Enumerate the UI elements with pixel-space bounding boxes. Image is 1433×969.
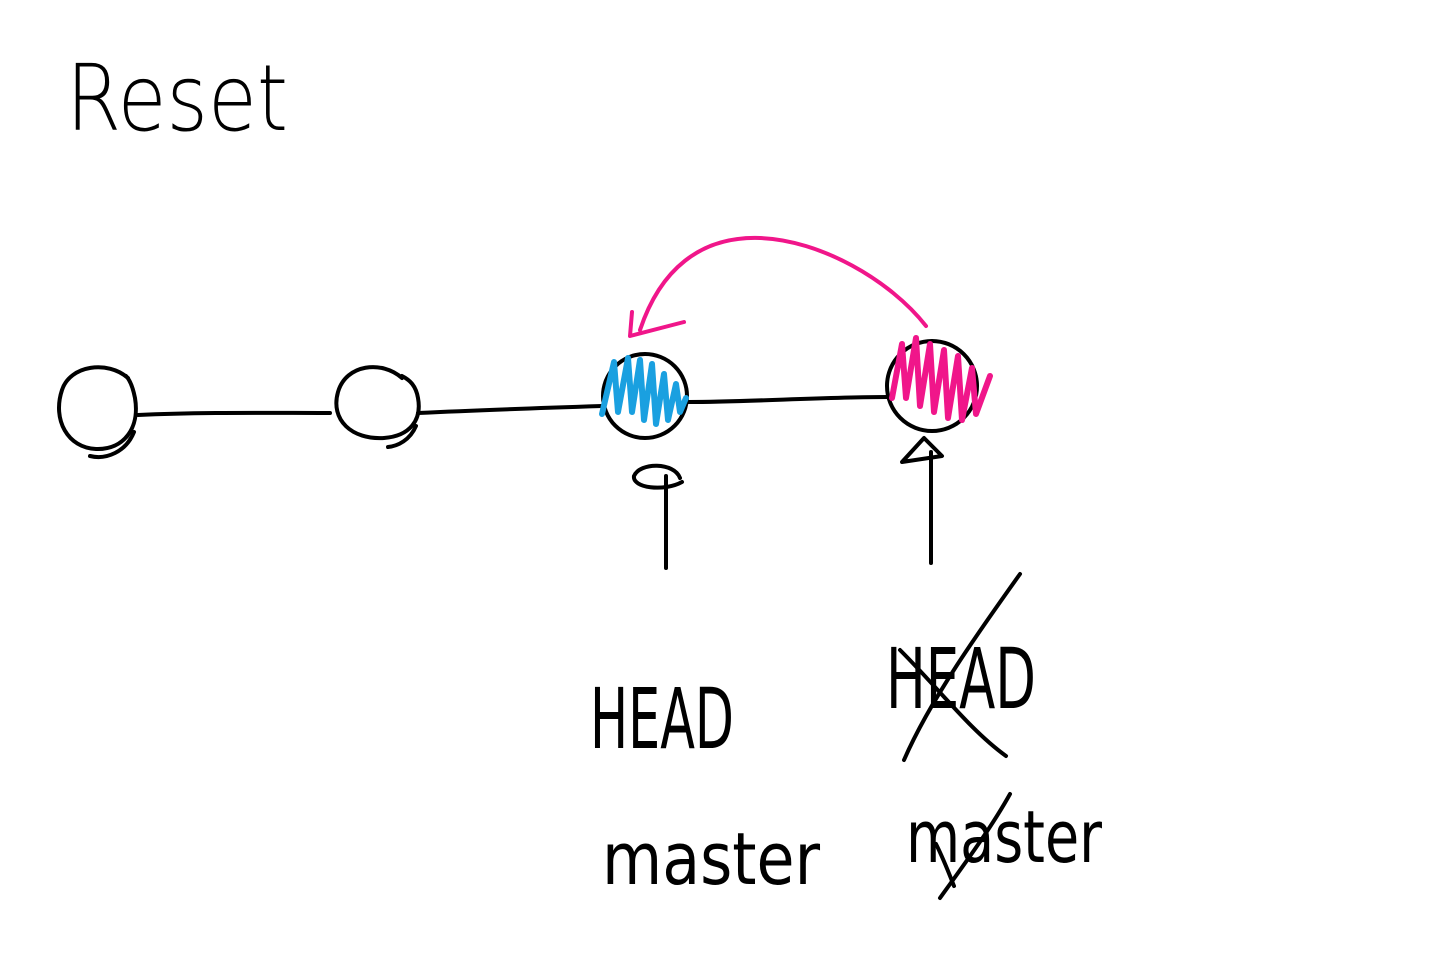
commit-node <box>57 365 138 459</box>
link-c2-c3 <box>416 404 604 415</box>
current-branch-label: master <box>602 817 820 901</box>
current-ref-pointer <box>632 463 684 570</box>
reset-arrow <box>628 235 928 338</box>
pink-scribble-fill <box>889 335 993 423</box>
previous-branch-label: master <box>906 795 1102 879</box>
blue-scribble-fill <box>599 355 689 427</box>
head-strike-2 <box>898 648 1008 758</box>
commit-node-previous <box>885 335 993 433</box>
link-c3-c4 <box>686 395 890 404</box>
diagram-title: Reset <box>66 45 288 152</box>
commit-links <box>136 395 890 417</box>
commit-node <box>334 365 421 449</box>
current-head-label: HEAD <box>590 670 734 768</box>
branch-strike-2 <box>934 842 956 888</box>
cross-out-marks <box>898 572 1022 900</box>
commit-node-target <box>599 352 689 440</box>
head-strike <box>902 572 1022 762</box>
previous-ref-pointer <box>900 436 944 565</box>
branch-strike <box>938 792 1012 900</box>
previous-head-label: HEAD <box>886 630 1036 728</box>
link-c1-c2 <box>136 410 332 417</box>
